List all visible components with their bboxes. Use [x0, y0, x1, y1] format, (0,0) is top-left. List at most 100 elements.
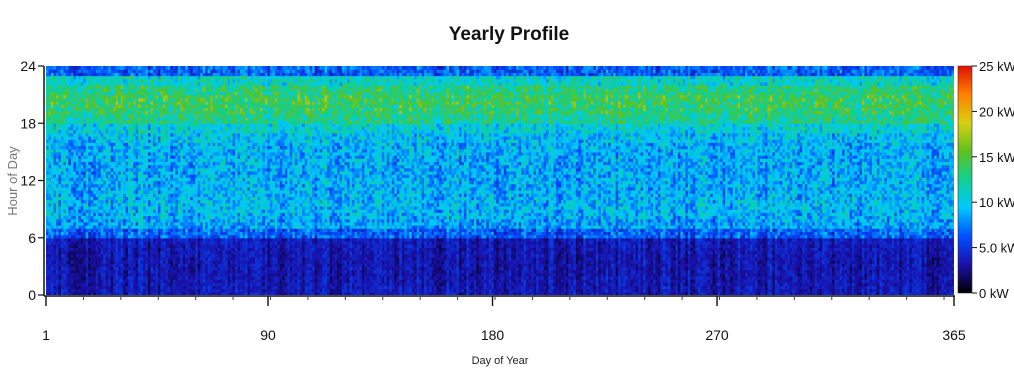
heatmap-cell [123, 113, 127, 118]
heatmap-cell [58, 282, 62, 287]
heatmap-cell [78, 151, 82, 156]
heatmap-cell [80, 97, 84, 102]
heatmap-cell [85, 123, 89, 128]
heatmap-cell [55, 97, 60, 102]
heatmap-cell [135, 260, 139, 264]
heatmap-cell [55, 231, 60, 236]
heatmap-cell [135, 247, 139, 252]
heatmap-cell [50, 123, 55, 128]
heatmap-cell [125, 139, 129, 143]
heatmap-cell [140, 97, 144, 102]
heatmap-cell [105, 132, 109, 137]
heatmap-cell [95, 266, 99, 271]
heatmap-cell [83, 260, 87, 264]
heatmap-cell [60, 116, 65, 121]
heatmap-cell [113, 129, 117, 134]
heatmap-cell [73, 81, 77, 86]
heatmap-cell [73, 135, 77, 140]
heatmap-cell [105, 170, 109, 175]
heatmap-cell [95, 180, 99, 185]
heatmap-cell [80, 272, 84, 277]
heatmap-cell [78, 253, 82, 258]
heatmap-cell [53, 263, 57, 267]
heatmap-cell [147, 161, 152, 166]
heatmap-cell [58, 215, 62, 220]
heatmap-cell [140, 85, 144, 89]
heatmap-cell [55, 107, 60, 112]
heatmap-cell [73, 260, 77, 264]
heatmap-cell [108, 158, 112, 163]
heatmap-cell [135, 94, 139, 99]
heatmap-cell [95, 170, 99, 175]
heatmap-cell [98, 120, 102, 124]
heatmap-cell [90, 88, 94, 93]
heatmap-cell [113, 167, 117, 172]
heatmap-cell [98, 123, 102, 128]
heatmap-cell [128, 161, 132, 166]
heatmap-cell [85, 225, 89, 229]
heatmap-cell [85, 291, 89, 295]
heatmap-cell [140, 81, 144, 86]
heatmap-cell [138, 155, 142, 159]
heatmap-cell [130, 240, 134, 245]
heatmap-cell [140, 167, 144, 172]
heatmap-cell [108, 186, 112, 191]
heatmap-cell [53, 164, 57, 169]
heatmap-cell [55, 247, 60, 252]
heatmap-cell [95, 110, 99, 115]
heatmap-cell [55, 69, 60, 73]
heatmap-cell [75, 72, 79, 77]
heatmap-cell [93, 161, 97, 166]
heatmap-cell [108, 275, 112, 280]
heatmap-cell [65, 237, 69, 242]
heatmap-cell [147, 225, 152, 229]
heatmap-cell [120, 145, 124, 150]
heatmap-cell [143, 288, 147, 293]
heatmap-cell [145, 237, 149, 242]
heatmap-cell [63, 209, 67, 213]
heatmap-cell [60, 272, 65, 277]
heatmap-cell [88, 170, 92, 175]
heatmap-cell [78, 212, 82, 217]
heatmap-cell [133, 209, 137, 213]
heatmap-cell [48, 72, 52, 77]
heatmap-cell [143, 113, 147, 118]
heatmap-cell [73, 212, 77, 217]
heatmap-cell [48, 275, 52, 280]
heatmap-cell [130, 126, 134, 131]
heatmap-cell [83, 161, 87, 166]
heatmap-cell [135, 120, 139, 124]
heatmap-cell [93, 285, 97, 290]
heatmap-cell [103, 158, 107, 163]
heatmap-cell [135, 244, 139, 248]
heatmap-cell [88, 288, 92, 293]
heatmap-cell [78, 174, 82, 178]
heatmap-cell [110, 174, 114, 178]
heatmap-cell [105, 231, 109, 236]
heatmap-cell [138, 202, 142, 207]
heatmap-cell [145, 177, 149, 182]
heatmap-cell [48, 110, 52, 115]
heatmap-cell [105, 148, 109, 153]
heatmap-cell [75, 205, 79, 210]
heatmap-cell [98, 221, 102, 226]
heatmap-cell [113, 221, 117, 226]
heatmap-cell [83, 291, 87, 295]
heatmap-cell [55, 139, 60, 143]
heatmap-cell [68, 91, 72, 96]
heatmap-cell [63, 260, 67, 264]
heatmap-cell [100, 288, 104, 293]
heatmap-cell [108, 132, 112, 137]
heatmap-cell [113, 250, 117, 255]
heatmap-cell [135, 228, 139, 232]
heatmap-cell [133, 256, 137, 261]
heatmap-cell [108, 164, 112, 169]
heatmap-cell [93, 202, 97, 207]
heatmap-cell [68, 260, 72, 264]
heatmap-cell [53, 151, 57, 156]
heatmap-cell [150, 129, 154, 134]
heatmap-cell [115, 100, 119, 105]
heatmap-cell [100, 225, 104, 229]
heatmap-cell [125, 240, 129, 245]
heatmap-cell [63, 78, 67, 83]
